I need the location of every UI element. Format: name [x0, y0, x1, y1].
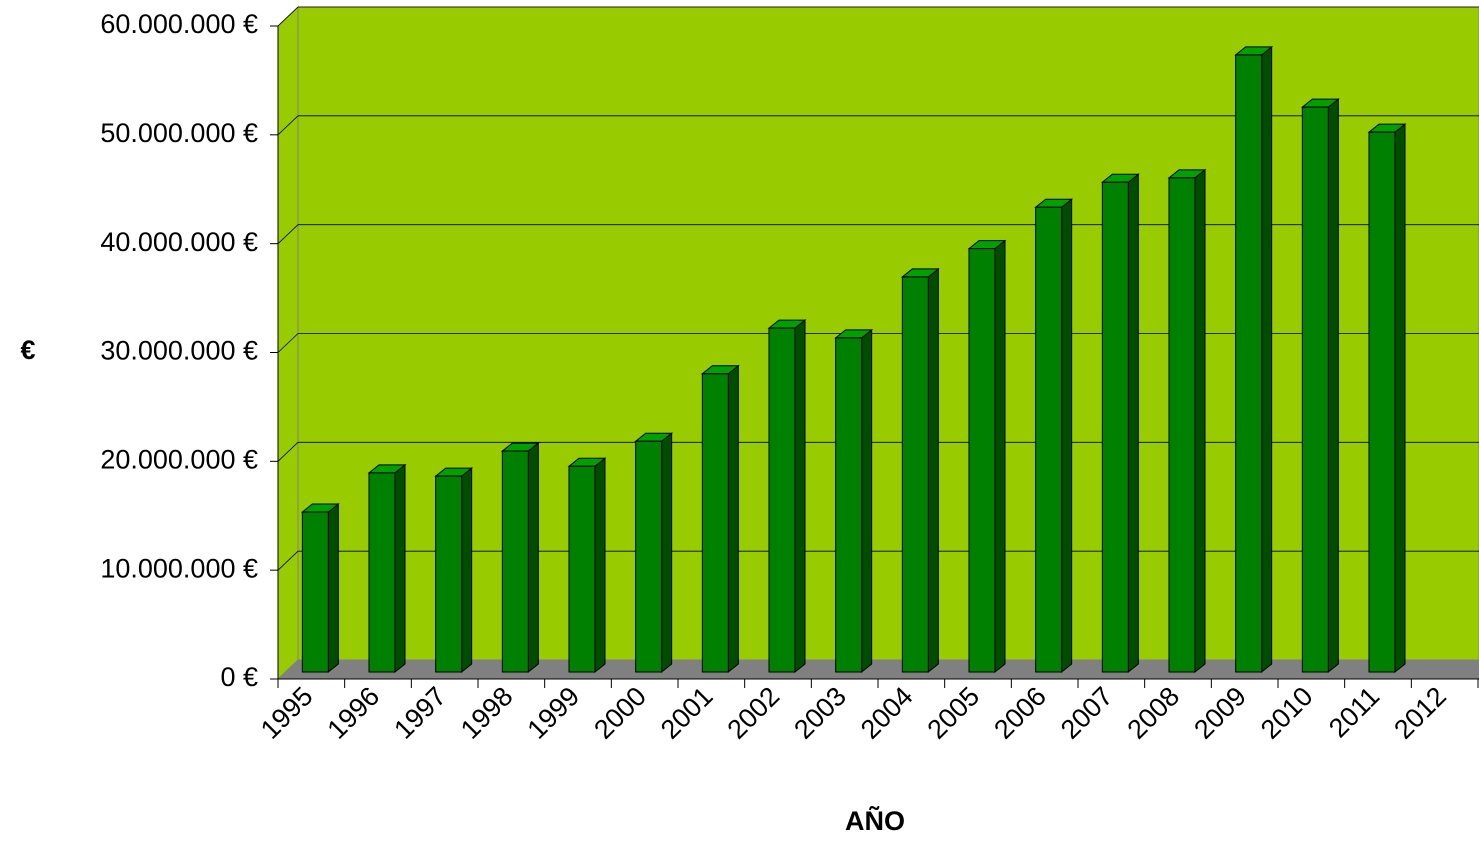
y-tick-label: 0 € — [220, 662, 258, 692]
y-tick-label: 60.000.000 € — [100, 9, 258, 39]
bar-front — [768, 327, 796, 673]
bar-side — [727, 364, 739, 674]
x-tick-label: 2003 — [788, 681, 852, 745]
y-tick-label: 50.000.000 € — [100, 118, 258, 148]
bar-front — [568, 465, 596, 673]
bar-side — [661, 432, 673, 674]
x-tick-label: 1996 — [322, 681, 386, 745]
x-tick-label: 2007 — [1055, 681, 1119, 745]
x-tick-label: 2006 — [988, 681, 1052, 745]
bar-front — [301, 511, 329, 673]
bar-front — [501, 450, 529, 673]
bar-side — [594, 457, 606, 674]
bar — [1167, 168, 1207, 674]
x-tick-label: 2004 — [855, 681, 919, 745]
bar — [967, 239, 1007, 674]
grid-line — [277, 6, 299, 27]
bar — [300, 502, 340, 674]
bar-front — [435, 475, 463, 673]
bar-front — [635, 440, 663, 673]
grid-line — [277, 550, 299, 571]
bar-side — [927, 267, 939, 674]
y-tick-label: 40.000.000 € — [100, 227, 258, 257]
bar — [1367, 123, 1407, 674]
bar-side — [1194, 168, 1206, 674]
bar — [567, 457, 607, 674]
x-tick-label: 2011 — [1323, 681, 1385, 743]
bar — [367, 463, 407, 674]
bar — [500, 442, 540, 674]
bar-side — [1327, 98, 1339, 674]
y-tick-label: 30.000.000 € — [100, 336, 258, 366]
bar — [634, 432, 674, 674]
bar — [1234, 45, 1274, 674]
bar-front — [701, 373, 729, 673]
bar-front — [901, 276, 929, 673]
x-tick-label: 2010 — [1255, 681, 1319, 745]
bar-front — [1368, 131, 1396, 673]
bar-side — [1061, 198, 1073, 674]
bar-side — [1394, 123, 1406, 674]
x-tick-label: 2001 — [655, 681, 719, 745]
x-tick-label: 2005 — [922, 681, 986, 745]
y-tick-label: 20.000.000 € — [100, 444, 258, 474]
grid-line — [277, 442, 299, 462]
x-tick-label: 2008 — [1122, 681, 1186, 745]
grid-line — [277, 333, 299, 353]
x-tick-label: 1995 — [255, 681, 319, 745]
bar — [834, 328, 874, 674]
bar-side — [1127, 173, 1139, 674]
bar — [1034, 198, 1074, 674]
bar — [900, 267, 940, 674]
bar-side — [327, 502, 339, 674]
x-tick-label: 2002 — [722, 681, 786, 745]
x-tick-label: 2009 — [1188, 681, 1252, 745]
bar-front — [1168, 177, 1196, 673]
x-tick-label: 1997 — [388, 681, 452, 745]
bar — [700, 364, 740, 674]
bar-side — [394, 463, 406, 674]
x-tick-label: 1999 — [522, 681, 586, 745]
bar-front — [968, 248, 996, 673]
bar-side — [1261, 45, 1273, 674]
bar-front — [835, 337, 863, 673]
y-axis-title: € — [20, 335, 35, 365]
x-axis-title: AÑO — [845, 805, 905, 836]
bar-side — [861, 328, 873, 674]
y-tick-label: 10.000.000 € — [100, 553, 258, 583]
bar-side — [794, 319, 806, 674]
bar-front — [1035, 206, 1063, 673]
x-tick-label: 2000 — [588, 681, 652, 745]
bar-side — [461, 467, 473, 674]
bar-side — [994, 239, 1006, 674]
x-tick-label: 1998 — [455, 681, 519, 745]
bar — [1300, 98, 1340, 674]
grid-line — [277, 115, 299, 136]
bar-front — [1301, 106, 1329, 673]
bar-front — [368, 472, 396, 673]
bar — [1100, 173, 1140, 674]
bar-front — [1235, 54, 1263, 673]
x-tick-label: 2012 — [1388, 681, 1452, 745]
bar-side — [527, 442, 539, 674]
grid-line — [277, 224, 299, 244]
bar — [767, 319, 807, 674]
bar-front — [1101, 181, 1129, 673]
bar — [434, 467, 474, 674]
